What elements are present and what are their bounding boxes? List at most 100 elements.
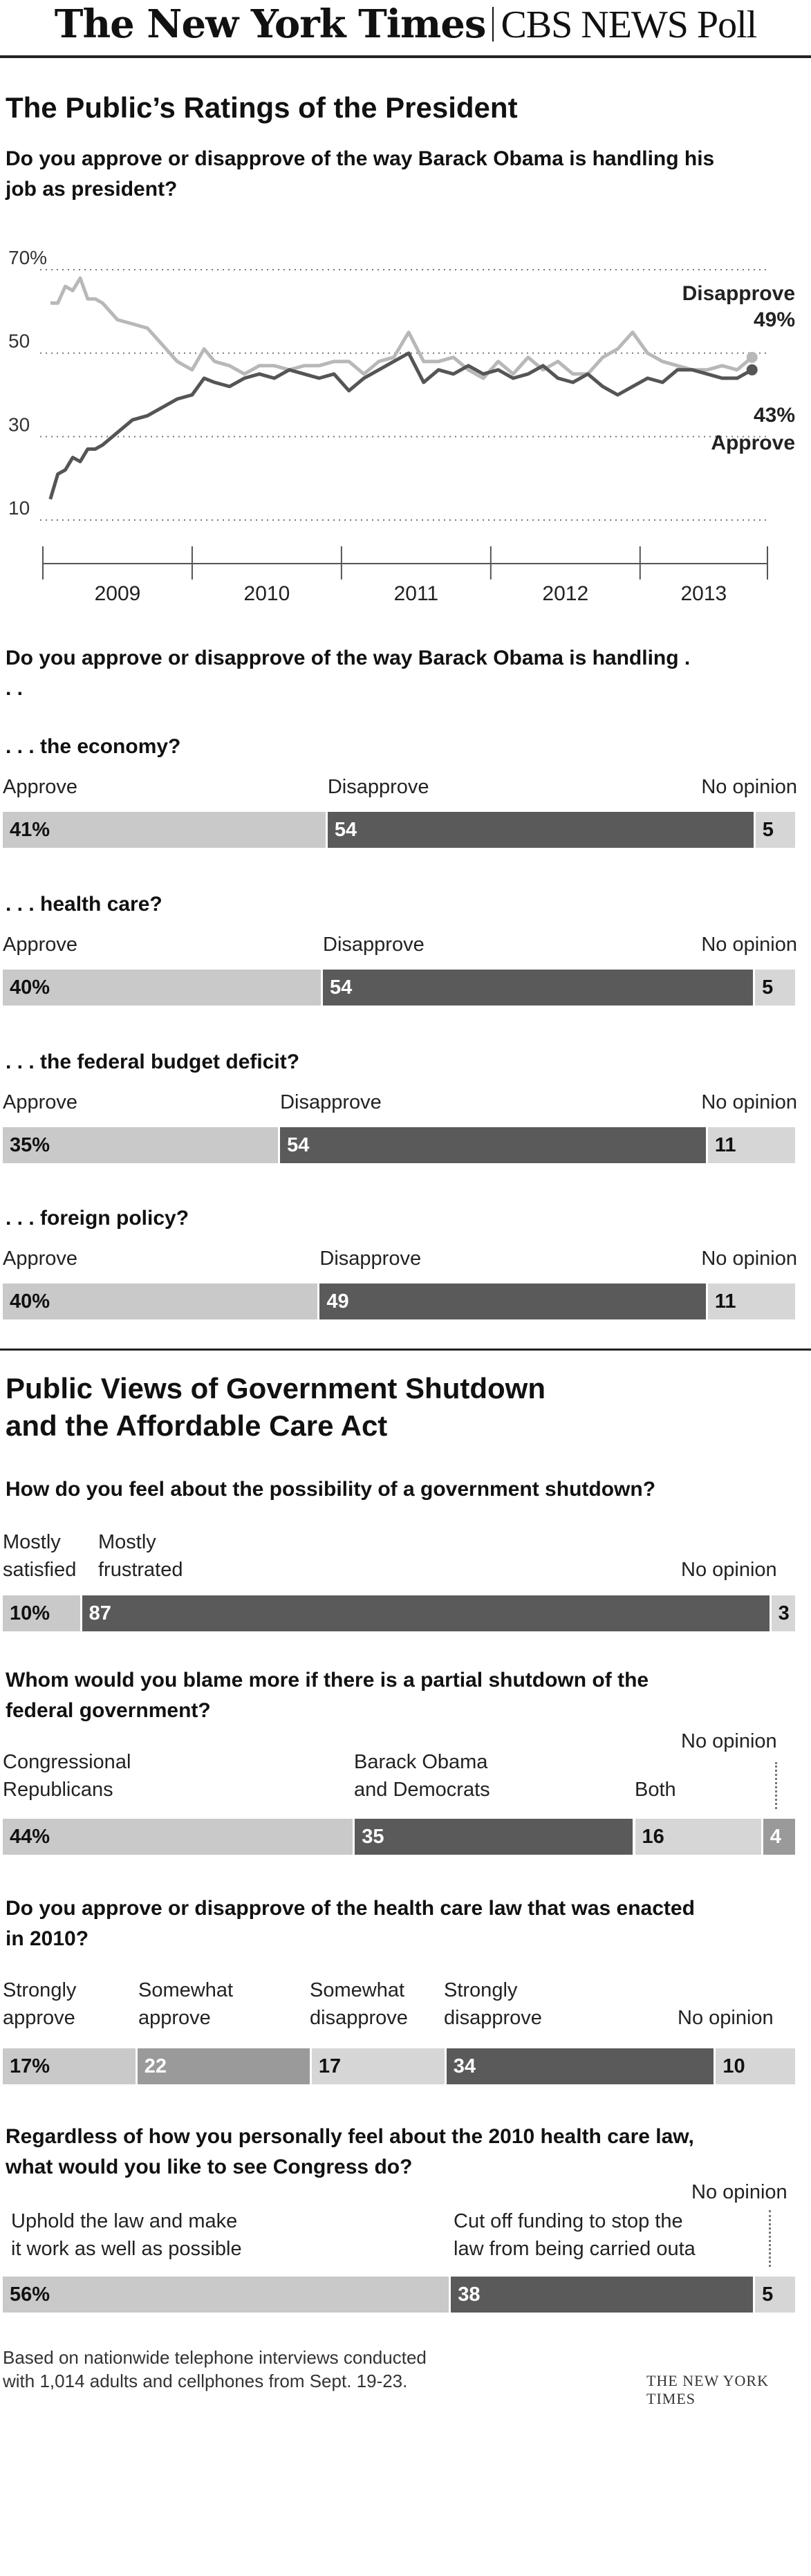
masthead: The New York Times CBS NEWS Poll (0, 1, 811, 47)
blame-bar-segment-1: 35 (355, 1819, 633, 1855)
label-cut-off-funding: Cut off funding to stop the law from bein… (454, 2207, 696, 2263)
label-somewhat-disapprove: Somewhat disapprove (310, 1976, 408, 2032)
issue-bar-value-label: 41% (10, 812, 50, 848)
health-law-bar-value-label: 34 (454, 2048, 476, 2084)
end-point-approve (747, 364, 758, 376)
issue-bar-segment-1: 54 (280, 1127, 706, 1163)
label-both: Both (635, 1776, 676, 1804)
issue-bar-value-label: 40% (10, 970, 50, 1006)
health-law-bar-value-label: 10 (723, 2048, 745, 2084)
issue-bar-segment-0: 40% (3, 970, 321, 1006)
label-no-opinion: No opinion (678, 2004, 774, 2032)
blame-bar-value-label: 16 (642, 1819, 664, 1855)
issue-bar-segment-0: 40% (3, 1284, 317, 1319)
label-strongly-disapprove: Strongly disapprove (444, 1976, 542, 2032)
congress-bar-segment-0: 56% (3, 2277, 449, 2313)
issue-label: . . . the federal budget deficit? (6, 1047, 780, 1077)
label-no-opinion: No opinion (681, 1556, 777, 1584)
health-law-bar-value-label: 17 (319, 2048, 341, 2084)
shutdown-question: How do you feel about the possibility of… (6, 1474, 780, 1505)
series-line-disapprove (50, 278, 752, 378)
top-rule (0, 55, 811, 58)
issues-question: Do you approve or disapprove of the way … (6, 643, 697, 704)
shutdown-bar-value-label: 87 (89, 1595, 111, 1631)
congress-bar-segment-1: 38 (451, 2277, 753, 2313)
no-opinion-leader (769, 2210, 771, 2267)
issue-label: . . . the economy? (6, 732, 780, 762)
nyt-logo: The New York Times (55, 1, 486, 47)
blame-bar-segment-0: 44% (3, 1819, 353, 1855)
issue-bar-segment-0: 41% (3, 812, 326, 848)
section2-title-line2: and the Affordable Care Act (6, 1407, 387, 1445)
series-label-disapprove: Disapprove (682, 282, 795, 305)
issue-bar-segment-1: 49 (319, 1284, 706, 1319)
label-approve: Approve (3, 931, 77, 958)
blame-bar-value-label: 44% (10, 1819, 50, 1855)
issue-label: . . . foreign policy? (6, 1203, 780, 1234)
blame-bar-value-label: 35 (362, 1819, 384, 1855)
issue-bar-segment-2: 5 (756, 812, 795, 848)
label-approve: Approve (3, 1245, 77, 1272)
shutdown-bar-value-label: 3 (779, 1595, 790, 1631)
label-disapprove: Disapprove (328, 773, 429, 801)
shutdown-bar-segment-1: 87 (82, 1595, 770, 1631)
y-tick-label: 10 (8, 497, 30, 519)
issue-bar-value-label: 49 (326, 1284, 348, 1319)
issue-bar-segment-1: 54 (323, 970, 753, 1006)
issue-bar-value-label: 54 (287, 1127, 309, 1163)
issue-bar-segment-2: 5 (755, 970, 795, 1006)
section2-rule (0, 1349, 811, 1351)
shutdown-bar-value-label: 10% (10, 1595, 50, 1631)
congress-bar-segment-2: 5 (755, 2277, 795, 2313)
label-no-opinion: No opinion (691, 2178, 787, 2206)
issue-bar-value-label: 54 (330, 970, 352, 1006)
x-tick-label: 2010 (244, 582, 290, 605)
health-law-question: Do you approve or disapprove of the heal… (6, 1893, 697, 1954)
y-tick-label: 30 (8, 414, 30, 435)
congress-question: Regardless of how you personally feel ab… (6, 2122, 738, 2183)
shutdown-bar-segment-0: 10% (3, 1595, 80, 1631)
label-disapprove: Disapprove (280, 1088, 382, 1116)
issue-label: . . . health care? (6, 889, 780, 920)
section2-title-line1: Public Views of Government Shutdown (6, 1369, 546, 1408)
blame-bar-value-label: 4 (770, 1819, 781, 1855)
label-no-opinion: No opinion (701, 1245, 797, 1272)
shutdown-bar-segment-2: 3 (772, 1595, 795, 1631)
approval-line-chart: 70% 50 30 10 2009 2010 2011 2012 2013 Disapprove 4… (0, 249, 811, 615)
issue-bar-value-label: 11 (715, 1284, 736, 1319)
health-law-bar-segment-2: 17 (312, 2048, 445, 2084)
health-law-bar-value-label: 17% (10, 2048, 50, 2084)
no-opinion-leader (775, 1762, 777, 1809)
label-no-opinion: No opinion (701, 773, 797, 801)
blame-question: Whom would you blame more if there is a … (6, 1665, 697, 1726)
issue-bar-value-label: 5 (763, 812, 774, 848)
section1-title: The Public’s Ratings of the President (6, 89, 518, 127)
issue-bar-value-label: 11 (715, 1127, 736, 1163)
label-obama-democrats: Barack Obama and Democrats (354, 1748, 490, 1804)
end-value-disapprove: 49% (754, 308, 795, 331)
x-tick-label: 2009 (95, 582, 141, 605)
y-tick-label: 50 (8, 331, 30, 352)
series-label-approve: Approve (711, 432, 795, 454)
poll-label: CBS NEWS Poll (501, 3, 756, 46)
label-no-opinion: No opinion (701, 931, 797, 958)
x-tick-label: 2012 (542, 582, 588, 605)
y-tick-label: 70% (8, 249, 47, 268)
health-law-bar-value-label: 22 (145, 2048, 167, 2084)
issue-bar-value-label: 40% (10, 1284, 50, 1319)
x-tick-label: 2013 (681, 582, 727, 605)
issue-bar-value-label: 54 (335, 812, 357, 848)
congress-bar-value-label: 38 (458, 2277, 480, 2313)
blame-bar-segment-2: 16 (635, 1819, 761, 1855)
label-disapprove: Disapprove (323, 931, 425, 958)
health-law-bar-segment-4: 10 (716, 2048, 795, 2084)
label-disapprove: Disapprove (319, 1245, 421, 1272)
label-mostly-frustrated: Mostly frustrated (98, 1528, 183, 1584)
masthead-divider (492, 7, 494, 41)
series-line-approve (50, 353, 752, 499)
label-congressional-republicans: Congressional Republicans (3, 1748, 131, 1804)
label-somewhat-approve: Somewhat approve (138, 1976, 233, 2032)
issue-bar-segment-2: 11 (708, 1284, 795, 1319)
issue-bar-segment-0: 35% (3, 1127, 278, 1163)
label-strongly-approve: Strongly approve (3, 1976, 76, 2032)
